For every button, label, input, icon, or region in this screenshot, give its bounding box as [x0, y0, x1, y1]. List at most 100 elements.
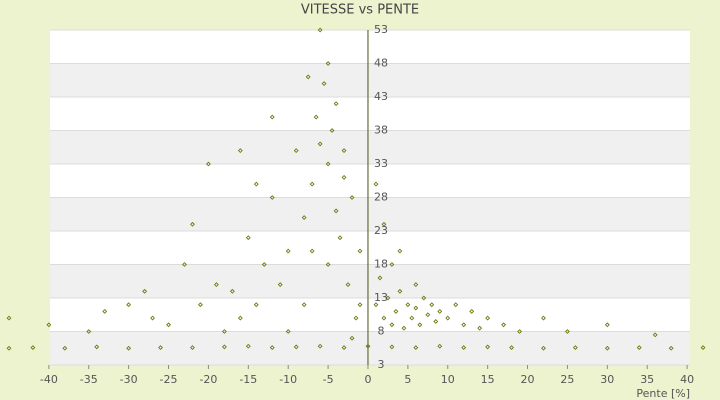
- point: [385, 295, 391, 301]
- point: [229, 288, 235, 294]
- point: [317, 141, 323, 147]
- band: [50, 30, 690, 64]
- point: [373, 181, 379, 187]
- point: [381, 221, 387, 227]
- point: [213, 282, 219, 288]
- x-axis-label: Pente [%]: [636, 387, 690, 400]
- band: [50, 298, 690, 332]
- point: [541, 345, 546, 351]
- point: [433, 319, 439, 324]
- point: [445, 315, 451, 321]
- point: [700, 345, 706, 351]
- point: [6, 315, 12, 321]
- y-tick-label: 13: [374, 291, 388, 304]
- x-tick-label: -10: [279, 373, 297, 386]
- point: [333, 101, 339, 107]
- point: [253, 181, 259, 187]
- point: [413, 345, 419, 351]
- point: [341, 174, 347, 180]
- point: [221, 344, 227, 350]
- y-tick-label: 53: [374, 23, 388, 36]
- point: [245, 235, 251, 241]
- point: [437, 308, 443, 314]
- point: [485, 315, 491, 321]
- point: [349, 195, 355, 200]
- point: [389, 344, 395, 350]
- point: [501, 322, 507, 328]
- point: [485, 344, 491, 350]
- point: [237, 315, 243, 321]
- point: [237, 148, 243, 154]
- point: [357, 302, 363, 308]
- point: [425, 312, 431, 318]
- band: [50, 231, 690, 265]
- band: [50, 197, 690, 231]
- point: [401, 325, 407, 331]
- x-tick-label: 0: [364, 373, 371, 386]
- point: [572, 345, 578, 351]
- point: [377, 275, 383, 281]
- point: [293, 344, 299, 350]
- point: [325, 262, 331, 267]
- point: [341, 148, 347, 154]
- x-tick-label: 20: [521, 373, 535, 386]
- point: [453, 302, 459, 308]
- point: [6, 345, 12, 351]
- point: [341, 345, 347, 351]
- point: [564, 329, 570, 334]
- x-tick-label: -20: [199, 373, 217, 386]
- point: [405, 302, 411, 308]
- y-tick-label: 3: [377, 358, 384, 371]
- x-tick-label: -5: [323, 373, 334, 386]
- point: [604, 322, 610, 328]
- point: [102, 308, 108, 314]
- point: [309, 248, 315, 254]
- point: [652, 332, 658, 338]
- point: [150, 315, 156, 321]
- band: [50, 97, 690, 131]
- point: [269, 345, 275, 351]
- point: [517, 329, 522, 334]
- point: [182, 262, 187, 267]
- point: [221, 329, 227, 334]
- x-tick-label: -40: [40, 373, 58, 386]
- point: [477, 325, 483, 331]
- point: [417, 322, 423, 328]
- point: [541, 315, 546, 321]
- point: [604, 345, 610, 351]
- point: [277, 282, 283, 288]
- point: [94, 344, 100, 350]
- point: [301, 215, 307, 221]
- x-tick-label: 30: [600, 373, 614, 386]
- point: [86, 329, 92, 334]
- point: [321, 81, 327, 87]
- point: [337, 235, 343, 241]
- point: [413, 282, 419, 288]
- point: [313, 114, 319, 120]
- y-tick-label: 8: [377, 325, 384, 338]
- point: [158, 345, 163, 351]
- band: [50, 63, 690, 97]
- x-tick-label: -35: [80, 373, 98, 386]
- y-tick-label: 38: [374, 124, 388, 137]
- point: [421, 295, 427, 301]
- point: [509, 345, 515, 351]
- x-tick-label: 40: [680, 373, 694, 386]
- y-tick-label: 33: [374, 157, 388, 170]
- point: [668, 345, 674, 351]
- point: [345, 282, 351, 288]
- y-tick-label: 48: [374, 57, 388, 70]
- point: [285, 329, 291, 334]
- point: [389, 322, 395, 328]
- point: [166, 322, 171, 328]
- y-tick-label: 43: [374, 90, 388, 103]
- point: [381, 315, 387, 321]
- x-tick-label: 25: [560, 373, 574, 386]
- point: [30, 345, 36, 351]
- point: [437, 343, 443, 349]
- x-tick-label: -15: [239, 373, 257, 386]
- point: [413, 305, 419, 311]
- band: [50, 264, 690, 298]
- point: [293, 148, 299, 154]
